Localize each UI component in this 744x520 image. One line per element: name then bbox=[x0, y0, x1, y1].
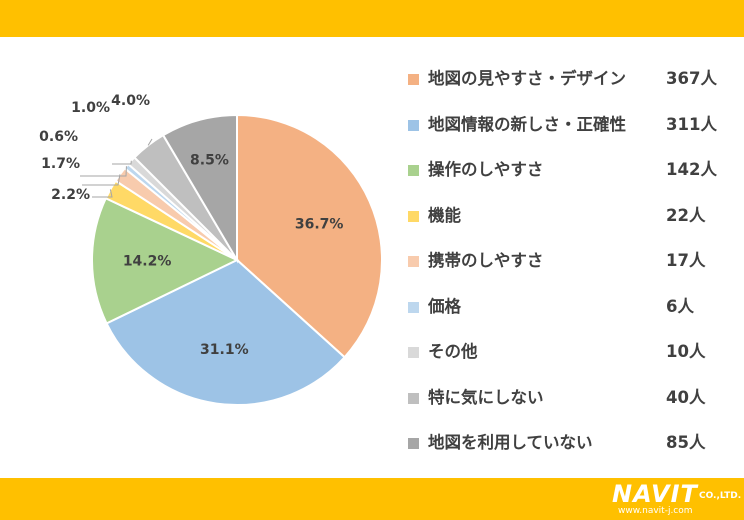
leader-line bbox=[82, 174, 121, 186]
legend-label: その他 bbox=[428, 342, 478, 361]
slice-percent-label: 1.0% bbox=[71, 100, 110, 116]
legend-count: 85人 bbox=[666, 433, 706, 452]
top-banner bbox=[0, 0, 744, 37]
navit-logo: NAVIT CO.,LTD. www.navit-j.com bbox=[612, 480, 742, 518]
legend-count: 40人 bbox=[666, 387, 706, 407]
legend-item: 価格 6人 bbox=[408, 294, 728, 340]
legend-item: 地図情報の新しさ・正確性 311人 bbox=[408, 112, 728, 158]
legend-swatch bbox=[408, 392, 419, 404]
legend-item: 操作のしやすさ 142人 bbox=[408, 157, 728, 203]
legend-count: 142人 bbox=[666, 160, 717, 179]
logo-name: NAVIT bbox=[612, 480, 698, 508]
slice-percent-label: 4.0% bbox=[111, 93, 150, 109]
legend-swatch bbox=[408, 438, 419, 449]
pie-chart: 36.7% 31.1% 14.2% 2.2% 1.7% 0.6% 1.0% 4.0% 8.5% bbox=[39, 93, 383, 406]
slice-percent-label: 2.2% bbox=[51, 187, 90, 203]
legend-label: 地図情報の新しさ・正確性 bbox=[428, 114, 626, 134]
legend-count: 10人 bbox=[666, 342, 706, 361]
slice-percent-label: 31.1% bbox=[200, 342, 249, 358]
legend-label: 特に気にしない bbox=[428, 387, 544, 407]
slice-percent-label: 0.6% bbox=[39, 129, 78, 145]
leader-line bbox=[80, 166, 127, 177]
legend-label: 機能 bbox=[428, 205, 461, 225]
leader-line bbox=[147, 138, 153, 146]
pie-slice bbox=[91, 196, 240, 325]
legend-count: 367人 bbox=[666, 69, 717, 88]
legend-swatch bbox=[408, 165, 419, 176]
logo-url: www.navit-j.com bbox=[618, 506, 693, 516]
legend-count: 311人 bbox=[666, 114, 717, 134]
slice-percent-label: 1.7% bbox=[41, 156, 80, 172]
legend-count: 6人 bbox=[666, 296, 694, 316]
slice-percent-label: 8.5% bbox=[190, 152, 229, 168]
legend-item: 地図を利用していない 85人 bbox=[408, 430, 728, 476]
legend-item: 地図の見やすさ・デザイン 367人 bbox=[408, 66, 728, 112]
legend-item: 機能 22人 bbox=[408, 203, 728, 249]
chart-legend: 地図の見やすさ・デザイン 367人地図情報の新しさ・正確性 311人操作のしやすさ 1… bbox=[408, 66, 728, 476]
legend-item: 特に気にしない 40人 bbox=[408, 385, 728, 431]
slice-percent-label: 36.7% bbox=[295, 217, 344, 233]
bottom-banner bbox=[0, 478, 744, 520]
slice-percent-label: 14.2% bbox=[123, 254, 172, 270]
legend-label: 携帯のしやすさ bbox=[428, 251, 544, 270]
legend-item: 携帯のしやすさ 17人 bbox=[408, 248, 728, 294]
legend-swatch bbox=[408, 301, 419, 313]
legend-count: 17人 bbox=[666, 251, 706, 270]
pie-slice bbox=[236, 113, 383, 359]
legend-swatch bbox=[408, 347, 419, 358]
legend-label: 地図を利用していない bbox=[428, 433, 593, 452]
legend-swatch bbox=[408, 74, 419, 85]
legend-label: 地図の見やすさ・デザイン bbox=[428, 69, 626, 88]
legend-swatch bbox=[408, 119, 419, 131]
legend-label: 操作のしやすさ bbox=[428, 160, 544, 179]
legend-swatch bbox=[408, 210, 419, 222]
leader-line bbox=[92, 189, 113, 198]
legend-item: その他 10人 bbox=[408, 339, 728, 385]
legend-count: 22人 bbox=[666, 205, 706, 225]
pie-slice bbox=[105, 258, 346, 406]
leader-line bbox=[112, 160, 132, 165]
legend-swatch bbox=[408, 256, 419, 267]
logo-suffix: CO.,LTD. bbox=[699, 491, 742, 501]
pie-slice bbox=[161, 113, 238, 264]
legend-label: 価格 bbox=[428, 296, 461, 316]
